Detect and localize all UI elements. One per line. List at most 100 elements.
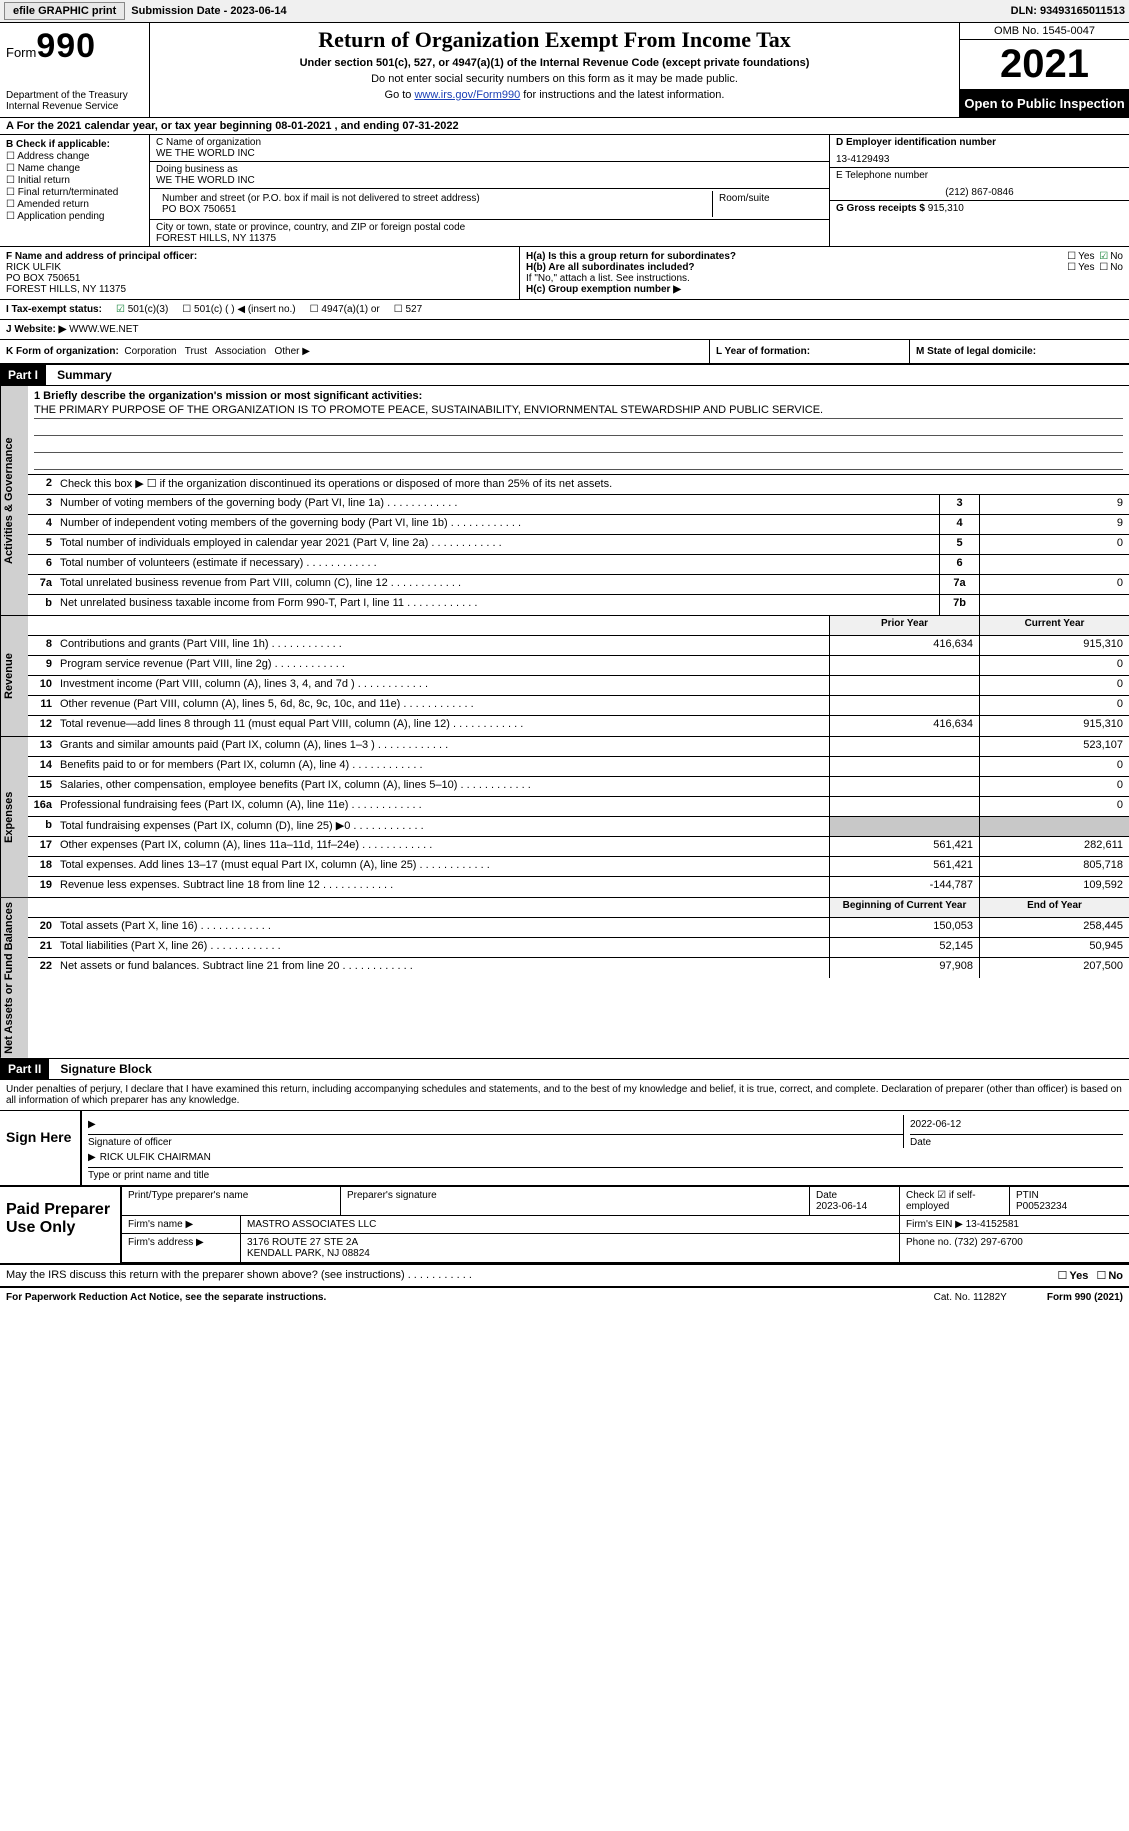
line-b-num: b xyxy=(28,595,56,615)
part1-header: Part I Summary xyxy=(0,365,1129,386)
sig-officer-label: Signature of officer xyxy=(88,1137,903,1148)
footer-row: For Paperwork Reduction Act Notice, see … xyxy=(0,1288,1129,1307)
yes-text-2: Yes xyxy=(1078,262,1094,273)
irs-link[interactable]: www.irs.gov/Form990 xyxy=(414,89,520,101)
chk-name-change[interactable]: Name change xyxy=(6,163,143,174)
form-label: Form xyxy=(6,45,36,60)
line-19-text: Revenue less expenses. Subtract line 18 … xyxy=(56,877,829,897)
line-22-text: Net assets or fund balances. Subtract li… xyxy=(56,958,829,978)
rev-hdr-blank xyxy=(28,616,56,635)
ha-yes[interactable] xyxy=(1065,251,1078,262)
line-b-current xyxy=(979,817,1129,836)
line-17: 17 Other expenses (Part IX, column (A), … xyxy=(28,837,1129,857)
prep-date-label: Date xyxy=(816,1190,837,1201)
line-15-current: 0 xyxy=(979,777,1129,796)
vtab-expenses: Expenses xyxy=(0,737,28,897)
ha-no[interactable] xyxy=(1097,251,1110,262)
city-label: City or town, state or province, country… xyxy=(156,222,823,233)
line-6-value xyxy=(979,555,1129,574)
vtab-netassets: Net Assets or Fund Balances xyxy=(0,898,28,1058)
line-4: 4 Number of independent voting members o… xyxy=(28,515,1129,535)
dln-text: DLN: 93493165011513 xyxy=(1011,5,1125,17)
line-12-num: 12 xyxy=(28,716,56,736)
no-text-2: No xyxy=(1110,262,1123,273)
submission-date: Submission Date - 2023-06-14 xyxy=(131,5,286,17)
sign-here-label: Sign Here xyxy=(0,1111,80,1185)
vtab-activities: Activities & Governance xyxy=(0,386,28,615)
section-expenses: Expenses 13 Grants and similar amounts p… xyxy=(0,737,1129,898)
line-16a-prior xyxy=(829,797,979,816)
line-20: 20 Total assets (Part X, line 16) 150,05… xyxy=(28,918,1129,938)
mission-blank-3 xyxy=(34,455,1123,470)
tel-label: E Telephone number xyxy=(836,170,1123,181)
form-number: 990 xyxy=(36,27,96,65)
line-3-text: Number of voting members of the governin… xyxy=(56,495,939,514)
chk-501c[interactable]: 501(c) ( ) ◀ (insert no.) xyxy=(182,304,295,315)
line-21-prior: 52,145 xyxy=(829,938,979,957)
hb-no[interactable] xyxy=(1097,262,1110,273)
col-c-name-addr: C Name of organization WE THE WORLD INC … xyxy=(150,135,829,246)
chk-trust[interactable]: Trust xyxy=(185,346,207,357)
chk-501c3[interactable]: 501(c)(3) xyxy=(116,304,168,315)
line-22-current: 207,500 xyxy=(979,958,1129,978)
line-22: 22 Net assets or fund balances. Subtract… xyxy=(28,958,1129,978)
line-19-current: 109,592 xyxy=(979,877,1129,897)
prep-selfemp: Check ☑ if self-employed xyxy=(899,1187,1009,1215)
form-subtitle: Under section 501(c), 527, or 4947(a)(1)… xyxy=(156,57,953,69)
hb-yes[interactable] xyxy=(1065,262,1078,273)
discuss-yes[interactable] xyxy=(1055,1270,1069,1282)
chk-4947[interactable]: 4947(a)(1) or xyxy=(310,304,380,315)
form-header: Form990 Department of the Treasury Inter… xyxy=(0,23,1129,118)
discuss-no[interactable] xyxy=(1094,1270,1108,1282)
line-b-prior xyxy=(829,817,979,836)
line-9-prior xyxy=(829,656,979,675)
mission-blank-2 xyxy=(34,438,1123,453)
line-12-current: 915,310 xyxy=(979,716,1129,736)
chk-527[interactable]: 527 xyxy=(394,304,422,315)
chk-association[interactable]: Association xyxy=(215,346,266,357)
line-15-prior xyxy=(829,777,979,796)
chk-final-return[interactable]: Final return/terminated xyxy=(6,187,143,198)
chk-address-change[interactable]: Address change xyxy=(6,151,143,162)
chk-amended-return[interactable]: Amended return xyxy=(6,199,143,210)
prep-name-label: Print/Type preparer's name xyxy=(120,1187,340,1215)
line-12-prior: 416,634 xyxy=(829,716,979,736)
org-name-label: C Name of organization xyxy=(156,137,823,148)
yes-text: Yes xyxy=(1078,251,1094,262)
section-revenue: Revenue Prior Year Current Year 8 Contri… xyxy=(0,616,1129,737)
line-18: 18 Total expenses. Add lines 13–17 (must… xyxy=(28,857,1129,877)
cat-no: Cat. No. 11282Y xyxy=(934,1292,1047,1303)
line-9: 9 Program service revenue (Part VIII, li… xyxy=(28,656,1129,676)
addr-label: Number and street (or P.O. box if mail i… xyxy=(162,193,706,204)
part2-header: Part II Signature Block xyxy=(0,1059,1129,1080)
efile-print-button[interactable]: efile GRAPHIC print xyxy=(4,2,125,20)
chk-application-pending[interactable]: Application pending xyxy=(6,211,143,222)
line-5-text: Total number of individuals employed in … xyxy=(56,535,939,554)
row-a-tax-year: A For the 2021 calendar year, or tax yea… xyxy=(0,118,1129,135)
line-9-text: Program service revenue (Part VIII, line… xyxy=(56,656,829,675)
line-14-prior xyxy=(829,757,979,776)
line-15-text: Salaries, other compensation, employee b… xyxy=(56,777,829,796)
chk-corporation[interactable]: Corporation xyxy=(124,346,176,357)
line-b-text: Total fundraising expenses (Part IX, col… xyxy=(56,817,829,836)
line-4-num: 4 xyxy=(28,515,56,534)
chk-other[interactable]: Other ▶ xyxy=(274,346,309,357)
line-b-value xyxy=(979,595,1129,615)
dept-irs: Internal Revenue Service xyxy=(6,101,143,112)
line-7a: 7a Total unrelated business revenue from… xyxy=(28,575,1129,595)
paid-preparer-block: Paid Preparer Use Only Print/Type prepar… xyxy=(0,1187,1129,1265)
line-16a-text: Professional fundraising fees (Part IX, … xyxy=(56,797,829,816)
discuss-text: May the IRS discuss this return with the… xyxy=(6,1269,405,1281)
mission-text: THE PRIMARY PURPOSE OF THE ORGANIZATION … xyxy=(34,404,1123,419)
instructions-text: for instructions and the latest informat… xyxy=(520,89,724,101)
line-11-num: 11 xyxy=(28,696,56,715)
part2-badge: Part II xyxy=(0,1059,49,1079)
line-19-prior: -144,787 xyxy=(829,877,979,897)
dba-label: Doing business as xyxy=(156,164,823,175)
firm-phone-label: Phone no. xyxy=(906,1237,952,1248)
chk-initial-return[interactable]: Initial return xyxy=(6,175,143,186)
line-5: 5 Total number of individuals employed i… xyxy=(28,535,1129,555)
website-value: WWW.WE.NET xyxy=(66,324,138,335)
tel-value: (212) 867-0846 xyxy=(836,187,1123,198)
line-9-current: 0 xyxy=(979,656,1129,675)
